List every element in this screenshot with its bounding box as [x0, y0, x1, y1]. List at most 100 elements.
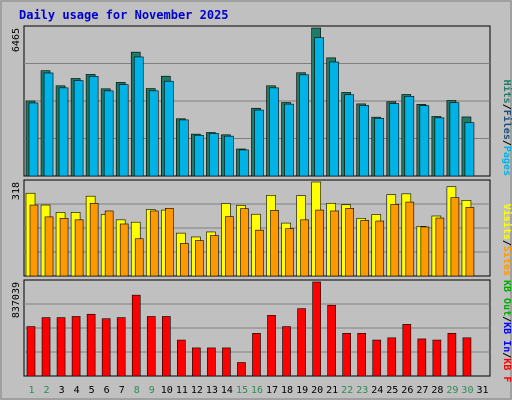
bar-sites-day-13 — [210, 235, 219, 277]
panel-kb: 837039 KB Out/KB In/KB F — [11, 279, 512, 382]
x-tick-label: 2 — [44, 385, 50, 396]
x-tick-label: 10 — [161, 385, 173, 396]
x-tick-label: 18 — [281, 385, 293, 396]
legend-separator: / — [501, 316, 512, 322]
bar-pages-day-7 — [118, 84, 129, 177]
bar-kbf-day-4 — [71, 316, 81, 377]
bar-sites-day-22 — [345, 208, 354, 277]
chart-title: Daily usage for November 2025 — [19, 8, 229, 22]
x-tick-label: 16 — [251, 385, 263, 396]
bar-pages-day-24 — [374, 118, 385, 177]
bar-pages-day-18 — [284, 103, 294, 177]
bar-pages-day-8 — [133, 56, 144, 177]
bar-sites-day-1 — [29, 204, 39, 277]
legend: KB Out/KB In/KB F — [501, 280, 512, 382]
bar-kbf-day-29 — [447, 333, 457, 377]
bar-sites-day-29 — [450, 197, 460, 277]
bar-sites-day-7 — [119, 223, 129, 277]
bar-pages-day-27 — [419, 105, 430, 177]
x-tick-label: 27 — [416, 385, 428, 396]
bar-kbf-day-9 — [146, 316, 156, 377]
bar-kbf-day-3 — [56, 317, 66, 377]
bar-sites-day-15 — [240, 208, 249, 277]
bar-sites-day-27 — [420, 226, 430, 277]
bar-sites-day-26 — [405, 201, 415, 277]
bar-kbf-day-12 — [192, 347, 201, 377]
bar-sites-day-17 — [270, 210, 279, 277]
bar-pages-day-16 — [254, 109, 264, 177]
bar-sites-day-14 — [225, 216, 234, 277]
bar-pages-day-9 — [148, 90, 159, 177]
bar-sites-day-28 — [435, 217, 445, 277]
bar-kbf-day-26 — [402, 324, 412, 377]
x-tick-label: 29 — [446, 385, 458, 396]
bar-sites-day-4 — [74, 219, 84, 277]
y-max-label: 837039 — [11, 282, 22, 318]
legend: Hits/Files/Pages — [501, 80, 512, 176]
bar-pages-day-12 — [194, 134, 204, 177]
legend-item: Hits — [501, 80, 512, 104]
bar-kbf-day-8 — [131, 294, 141, 377]
x-tick-label: 17 — [266, 385, 278, 396]
bar-kbf-day-27 — [417, 338, 427, 377]
x-tick-label: 22 — [341, 385, 353, 396]
legend-item: KB Out — [501, 280, 512, 316]
x-tick-label: 19 — [296, 385, 308, 396]
x-tick-label: 26 — [401, 385, 413, 396]
bar-pages-day-17 — [269, 87, 279, 177]
bar-kbf-day-24 — [372, 339, 382, 377]
x-tick-label: 3 — [59, 385, 65, 396]
bar-kbf-day-17 — [267, 315, 276, 377]
bar-kbf-day-10 — [161, 316, 171, 377]
bar-sites-day-21 — [330, 210, 339, 277]
bar-sites-day-30 — [465, 207, 475, 277]
x-tick-label: 28 — [431, 385, 443, 396]
bar-sites-day-24 — [375, 220, 385, 277]
x-tick-label: 31 — [476, 385, 488, 396]
x-tick-label: 23 — [356, 385, 368, 396]
legend-item: Sites — [501, 246, 512, 276]
bar-pages-day-10 — [163, 80, 174, 177]
bar-pages-day-22 — [344, 94, 354, 177]
bar-kbf-day-28 — [432, 339, 442, 377]
legend-separator: / — [501, 240, 512, 246]
bar-pages-day-20 — [314, 37, 324, 177]
x-tick-label: 4 — [74, 385, 80, 396]
bar-sites-day-20 — [315, 209, 324, 277]
legend: Visits/Sites — [501, 204, 512, 276]
bar-kbf-day-13 — [207, 347, 216, 377]
bar-pages-day-4 — [73, 80, 84, 177]
bar-kbf-day-22 — [342, 333, 351, 377]
bar-pages-day-11 — [179, 119, 189, 177]
legend-item: Files — [501, 110, 512, 140]
x-tick-label: 11 — [176, 385, 188, 396]
legend-item: Visits — [501, 204, 512, 240]
bar-kbf-day-19 — [297, 308, 306, 377]
x-tick-label: 15 — [236, 385, 248, 396]
bar-pages-day-2 — [43, 72, 54, 177]
x-tick-label: 12 — [191, 385, 203, 396]
x-tick-label: 21 — [326, 385, 338, 396]
bar-pages-day-30 — [464, 122, 475, 177]
bar-sites-day-19 — [300, 219, 309, 277]
bar-pages-day-28 — [434, 117, 445, 177]
bar-sites-day-12 — [195, 240, 204, 277]
bar-sites-day-2 — [44, 216, 54, 277]
bar-sites-day-16 — [255, 229, 264, 277]
bar-kbf-day-2 — [41, 317, 51, 377]
x-axis: 1 2 3 4 5 6 7 8 9 10 11 12 13 14 15 16 17 18 19 20 21 22 23 24 2… — [29, 385, 489, 396]
bar-sites-day-25 — [390, 204, 400, 277]
bar-kbf-day-14 — [222, 347, 231, 377]
bar-kbf-day-30 — [462, 337, 472, 377]
bar-pages-day-26 — [404, 96, 415, 177]
bar-sites-day-9 — [149, 210, 159, 277]
y-max-label: 6465 — [11, 28, 22, 52]
x-tick-label: 14 — [221, 385, 233, 396]
x-tick-label: 9 — [149, 385, 155, 396]
x-tick-label: 30 — [461, 385, 473, 396]
y-max-label: 318 — [11, 182, 22, 200]
bar-kbf-day-25 — [387, 337, 397, 377]
bar-kbf-day-16 — [252, 333, 261, 377]
